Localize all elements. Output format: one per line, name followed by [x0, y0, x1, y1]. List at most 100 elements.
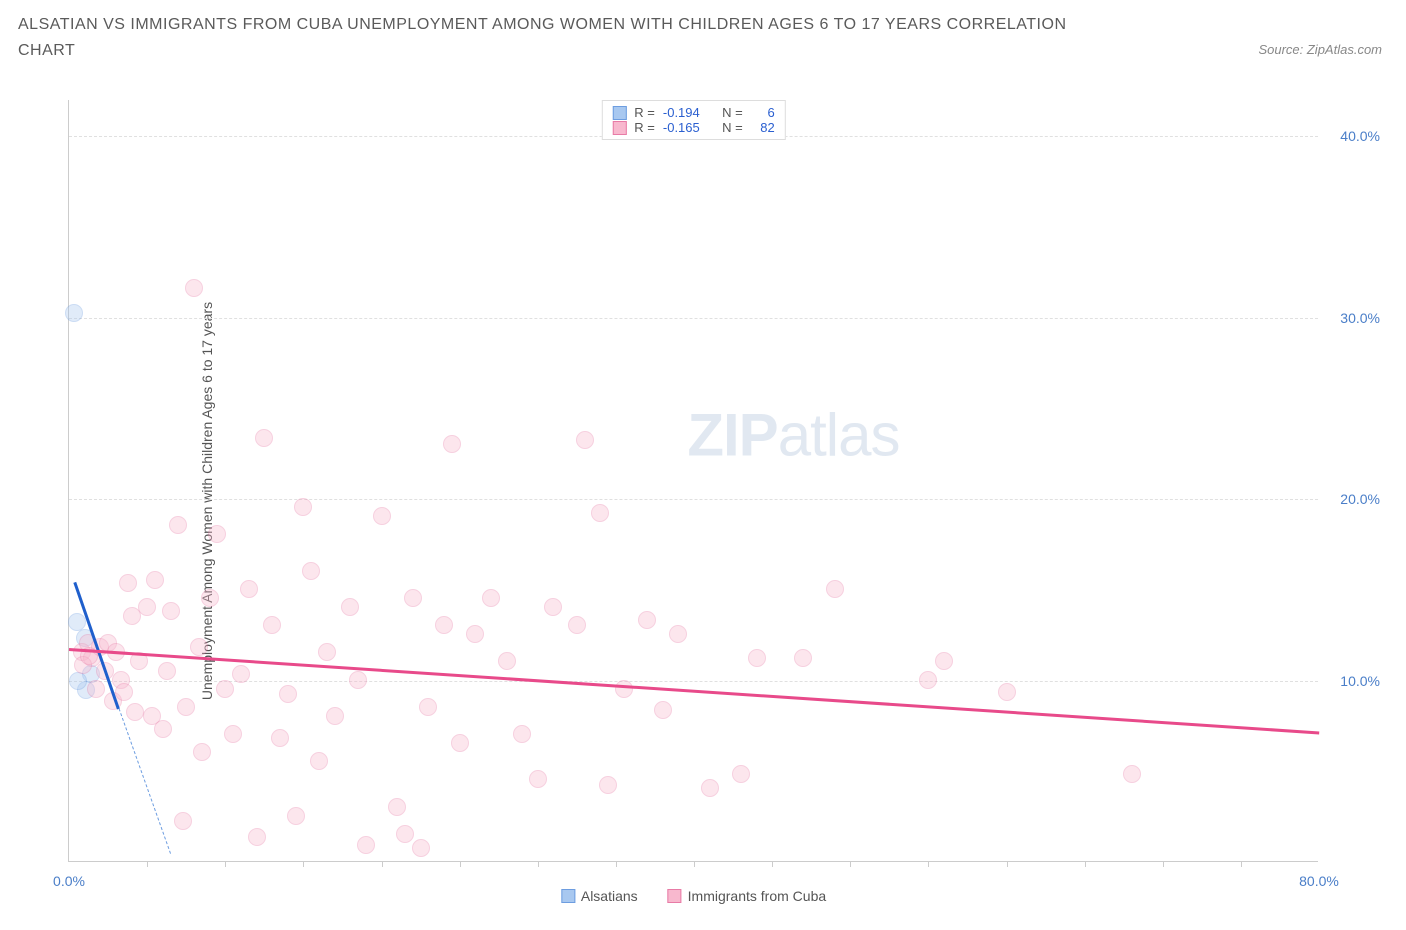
- data-point: [279, 685, 297, 703]
- legend-n-value: 82: [751, 120, 775, 135]
- chart-title: ALSATIAN VS IMMIGRANTS FROM CUBA UNEMPLO…: [18, 12, 1118, 63]
- data-point: [201, 589, 219, 607]
- plot-area: ZIPatlas R = -0.194 N = 6R = -0.165 N = …: [68, 100, 1318, 862]
- data-point: [826, 580, 844, 598]
- legend-n-label: N =: [715, 105, 743, 120]
- x-tick-mark: [1007, 861, 1008, 867]
- data-point: [240, 580, 258, 598]
- legend-series: Alsatians Immigrants from Cuba: [561, 888, 826, 904]
- data-point: [419, 698, 437, 716]
- data-point: [294, 498, 312, 516]
- data-point: [310, 752, 328, 770]
- x-tick-mark: [538, 861, 539, 867]
- x-tick-mark: [225, 861, 226, 867]
- data-point: [466, 625, 484, 643]
- data-point: [146, 571, 164, 589]
- data-point: [388, 798, 406, 816]
- data-point: [248, 828, 266, 846]
- data-point: [287, 807, 305, 825]
- gridline: [69, 499, 1318, 500]
- gridline: [69, 681, 1318, 682]
- data-point: [87, 680, 105, 698]
- legend-n-value: 6: [751, 105, 775, 120]
- source-attribution: Source: ZipAtlas.com: [1258, 42, 1382, 57]
- legend-swatch: [561, 889, 575, 903]
- watermark: ZIPatlas: [687, 400, 899, 469]
- data-point: [576, 431, 594, 449]
- x-tick-mark: [772, 861, 773, 867]
- data-point: [357, 836, 375, 854]
- legend-swatch: [612, 121, 626, 135]
- data-point: [544, 598, 562, 616]
- legend-stat-row: R = -0.165 N = 82: [612, 120, 774, 135]
- data-point: [404, 589, 422, 607]
- data-point: [615, 680, 633, 698]
- watermark-bold: ZIP: [687, 401, 777, 468]
- data-point: [1123, 765, 1141, 783]
- data-point: [216, 680, 234, 698]
- data-point: [69, 672, 87, 690]
- data-point: [154, 720, 172, 738]
- legend-label: Immigrants from Cuba: [688, 888, 826, 904]
- data-point: [162, 602, 180, 620]
- legend-stats: R = -0.194 N = 6R = -0.165 N = 82: [601, 100, 785, 140]
- x-tick-mark: [382, 861, 383, 867]
- x-tick-label: 0.0%: [53, 873, 85, 889]
- data-point: [65, 304, 83, 322]
- legend-item: Alsatians: [561, 888, 638, 904]
- data-point: [326, 707, 344, 725]
- legend-n-label: N =: [715, 120, 743, 135]
- data-point: [732, 765, 750, 783]
- data-point: [224, 725, 242, 743]
- x-tick-mark: [1241, 861, 1242, 867]
- x-tick-mark: [694, 861, 695, 867]
- data-point: [232, 665, 250, 683]
- trend-line: [69, 648, 1319, 734]
- x-tick-mark: [850, 861, 851, 867]
- data-point: [451, 734, 469, 752]
- data-point: [919, 671, 937, 689]
- data-point: [513, 725, 531, 743]
- y-tick-label: 20.0%: [1340, 491, 1380, 507]
- data-point: [271, 729, 289, 747]
- data-point: [68, 613, 86, 631]
- legend-stat-row: R = -0.194 N = 6: [612, 105, 774, 120]
- data-point: [998, 683, 1016, 701]
- data-point: [174, 812, 192, 830]
- data-point: [177, 698, 195, 716]
- chart-container: Unemployment Among Women with Children A…: [18, 90, 1388, 912]
- data-point: [482, 589, 500, 607]
- data-point: [435, 616, 453, 634]
- data-point: [396, 825, 414, 843]
- data-point: [115, 683, 133, 701]
- x-tick-label: 80.0%: [1299, 873, 1339, 889]
- data-point: [302, 562, 320, 580]
- data-point: [185, 279, 203, 297]
- data-point: [138, 598, 156, 616]
- legend-r-value: -0.165: [663, 120, 707, 135]
- data-point: [158, 662, 176, 680]
- x-tick-mark: [616, 861, 617, 867]
- legend-swatch: [612, 106, 626, 120]
- data-point: [349, 671, 367, 689]
- data-point: [373, 507, 391, 525]
- x-tick-mark: [928, 861, 929, 867]
- data-point: [498, 652, 516, 670]
- gridline: [69, 318, 1318, 319]
- data-point: [412, 839, 430, 857]
- data-point: [193, 743, 211, 761]
- data-point: [701, 779, 719, 797]
- data-point: [341, 598, 359, 616]
- legend-r-label: R =: [634, 120, 655, 135]
- legend-r-value: -0.194: [663, 105, 707, 120]
- data-point: [190, 638, 208, 656]
- data-point: [654, 701, 672, 719]
- legend-swatch: [668, 889, 682, 903]
- y-tick-label: 30.0%: [1340, 310, 1380, 326]
- x-tick-mark: [147, 861, 148, 867]
- y-tick-label: 10.0%: [1340, 673, 1380, 689]
- x-tick-mark: [303, 861, 304, 867]
- data-point: [599, 776, 617, 794]
- data-point: [638, 611, 656, 629]
- data-point: [443, 435, 461, 453]
